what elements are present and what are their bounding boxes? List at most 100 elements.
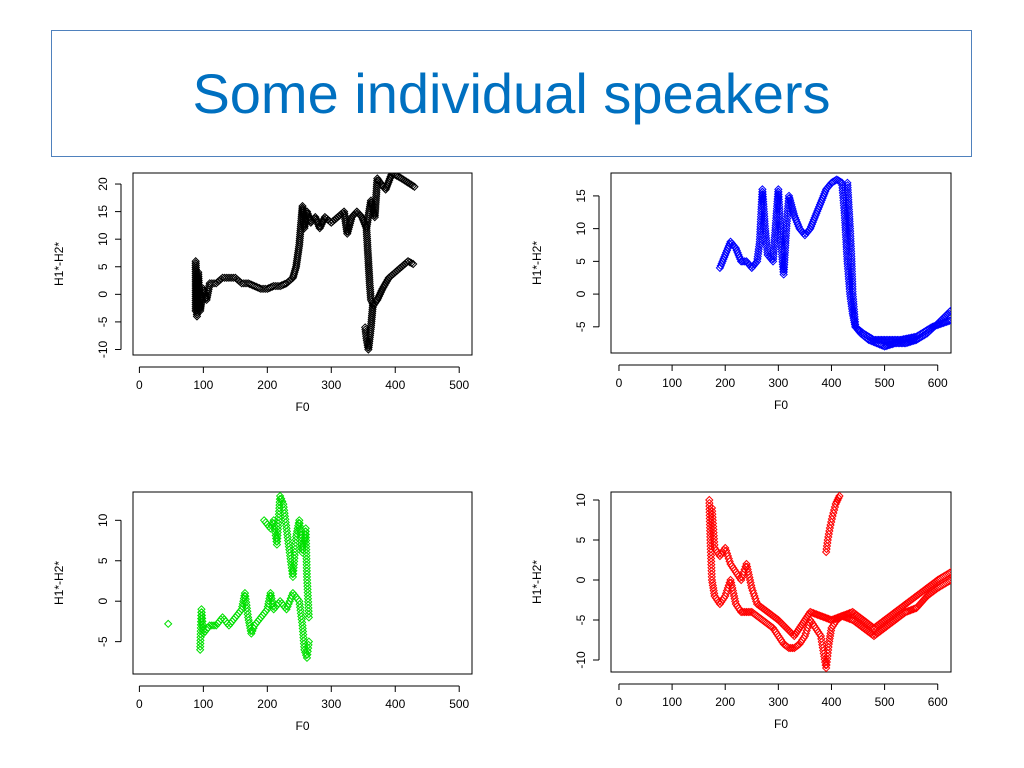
data-point	[846, 244, 856, 253]
data-point	[775, 210, 784, 219]
data-point	[759, 202, 768, 211]
data-point	[301, 536, 311, 545]
data-point	[774, 192, 783, 202]
data-point	[848, 292, 858, 301]
data-points	[705, 492, 951, 672]
x-axis-title: F0	[774, 717, 788, 731]
y-tick-label: 0	[574, 290, 588, 297]
data-point	[203, 623, 213, 632]
data-point	[761, 233, 771, 243]
data-point	[846, 242, 856, 251]
x-tick-label: 400	[821, 695, 841, 709]
data-point	[770, 237, 779, 247]
data-point	[939, 318, 948, 328]
x-tick-label: 400	[385, 697, 405, 711]
data-point	[311, 212, 320, 222]
data-point	[847, 272, 857, 281]
data-point	[760, 221, 770, 231]
data-point	[847, 262, 857, 271]
y-tick-label: 0	[96, 291, 110, 298]
data-point	[910, 604, 920, 613]
data-point	[301, 530, 311, 539]
x-tick-label: 100	[193, 697, 213, 711]
data-point	[821, 187, 830, 196]
data-point	[752, 597, 761, 606]
data-point	[844, 272, 853, 281]
data-point	[304, 610, 313, 619]
data-point	[761, 229, 770, 238]
data-point	[763, 248, 772, 257]
data-point	[845, 279, 854, 289]
data-point	[848, 284, 857, 294]
data-point	[708, 581, 718, 590]
data-point	[302, 548, 311, 557]
data-point	[772, 213, 781, 223]
data-point	[801, 615, 810, 624]
y-tick-label: 10	[574, 222, 588, 236]
x-tick-label: 300	[321, 378, 341, 392]
data-point	[791, 629, 800, 639]
y-tick-label: 5	[96, 263, 110, 270]
data-point	[775, 212, 784, 221]
data-point	[709, 586, 718, 595]
data-point	[760, 219, 769, 228]
data-point	[793, 220, 803, 229]
data-point	[794, 624, 804, 633]
chart-1: 0 100 200 300 400 500 F0 -10 -5 0 5 10 15 20 H1*-H2*	[52, 172, 473, 414]
data-point	[268, 602, 278, 611]
data-point	[774, 195, 784, 204]
data-point	[942, 317, 951, 327]
data-point	[763, 245, 772, 255]
x-tick-label: 200	[715, 376, 735, 390]
x-tick-label: 0	[136, 378, 143, 392]
data-points	[191, 173, 419, 354]
data-point	[932, 320, 942, 330]
data-point	[901, 607, 911, 617]
x-tick-label: 600	[928, 695, 948, 709]
data-point	[850, 315, 859, 324]
data-point	[408, 259, 418, 269]
data-point	[847, 257, 856, 266]
data-point	[762, 241, 771, 250]
data-point	[776, 237, 786, 246]
data-point	[797, 620, 806, 630]
data-point	[787, 202, 797, 212]
title-box: Some individual speakers	[51, 30, 972, 157]
data-point	[762, 236, 771, 245]
data-point	[840, 208, 849, 218]
x-tick-label: 500	[875, 376, 895, 390]
data-point	[733, 248, 742, 257]
data-point	[827, 615, 836, 625]
data-point	[785, 196, 795, 205]
x-tick-label: 400	[821, 376, 841, 390]
data-point	[774, 190, 783, 199]
data-point	[788, 206, 798, 216]
x-tick-label: 300	[321, 697, 341, 711]
y-tick-label: 0	[574, 576, 588, 583]
y-tick-label: -5	[96, 316, 110, 327]
data-point	[792, 217, 802, 227]
data-point	[946, 316, 951, 325]
data-point	[846, 234, 855, 243]
data-point	[302, 566, 312, 576]
y-tick-label: -10	[96, 340, 110, 358]
data-point	[360, 323, 370, 332]
data-point	[775, 207, 784, 217]
y-tick-label: 15	[574, 189, 588, 203]
data-point	[708, 578, 717, 587]
data-point	[790, 213, 800, 222]
data-point	[845, 226, 855, 236]
data-point	[847, 259, 856, 269]
data-point	[738, 257, 748, 266]
x-tick-label: 0	[616, 695, 623, 709]
data-point	[787, 200, 796, 209]
y-tick-label: 10	[574, 493, 588, 507]
data-point	[802, 613, 811, 622]
y-tick-label: 15	[96, 205, 110, 219]
data-point	[844, 274, 854, 284]
data-point	[909, 333, 918, 342]
data-point	[302, 557, 311, 566]
data-point	[731, 244, 741, 253]
data-point	[847, 269, 857, 279]
x-tick-label: 500	[449, 378, 469, 392]
